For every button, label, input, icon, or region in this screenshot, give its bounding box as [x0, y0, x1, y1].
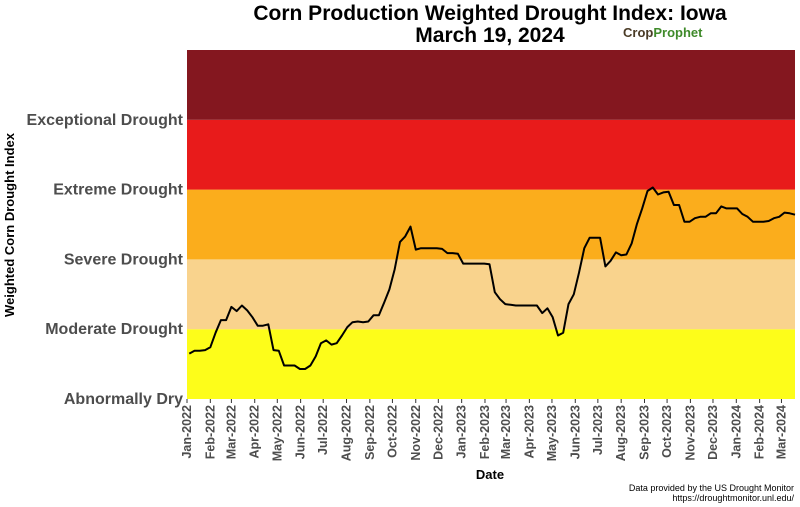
x-tick-label: Nov-2022	[409, 405, 423, 461]
band-label-moderate-drought: Moderate Drought	[45, 321, 183, 338]
drought-bands	[187, 50, 795, 399]
x-tick-label: Dec-2023	[706, 405, 720, 460]
x-tick-label: Jun-2023	[568, 405, 582, 459]
x-tick-label: May-2023	[545, 405, 559, 461]
x-tick-label: Oct-2022	[385, 405, 399, 458]
chart-title: Corn Production Weighted Drought Index: …	[253, 2, 727, 25]
x-tick-label: Feb-2022	[203, 405, 217, 459]
source-line-1: Data provided by the US Drought Monitor	[629, 483, 794, 493]
band-label-severe-drought: Severe Drought	[64, 251, 184, 268]
band-exceptional-drought	[187, 50, 795, 120]
x-tick-label: Feb-2023	[478, 405, 492, 459]
drought-index-line	[188, 186, 796, 370]
x-tick-label: Jan-2022	[180, 405, 194, 459]
x-tick-label: Jul-2023	[591, 405, 605, 455]
svg-text:CropProphet: CropProphet	[623, 25, 703, 40]
band-abnormally-dry	[187, 329, 795, 399]
x-tick-label: Jun-2022	[294, 405, 308, 459]
cropprophet-logo: CropProphet	[623, 25, 703, 40]
x-tick-label: Jan-2024	[729, 405, 743, 459]
logo-text-part1: Crop	[623, 25, 653, 40]
x-tick-label: Mar-2022	[224, 405, 238, 459]
band-extreme-drought	[187, 119, 795, 190]
drought-level-labels: Abnormally Dry Moderate Drought Severe Dro…	[27, 112, 184, 408]
x-tick-label: Dec-2022	[431, 405, 445, 460]
band-label-extreme-drought: Extreme Drought	[53, 182, 183, 199]
x-axis-ticks: Jan-2022 Feb-2022 Mar-2022 Apr-2022 May-2022…	[180, 399, 788, 461]
x-tick-label: Aug-2023	[614, 405, 628, 461]
x-tick-label: Feb-2024	[753, 405, 767, 459]
x-tick-label: Mar-2024	[774, 405, 788, 459]
y-axis-title: Weighted Corn Drought Index	[2, 132, 17, 317]
x-tick-label: Oct-2023	[660, 405, 674, 458]
x-tick-label: Jul-2022	[316, 405, 330, 455]
x-tick-label: Sep-2023	[638, 405, 652, 460]
band-label-abnormally-dry: Abnormally Dry	[64, 391, 183, 408]
band-label-exceptional-drought: Exceptional Drought	[27, 112, 184, 129]
x-tick-label: May-2022	[270, 405, 284, 461]
band-severe-drought	[187, 189, 795, 260]
x-tick-label: Nov-2023	[683, 405, 697, 461]
chart-subtitle: March 19, 2024	[415, 24, 565, 47]
x-tick-label: Mar-2023	[499, 405, 513, 459]
x-axis-title: Date	[476, 467, 504, 482]
source-line-2: https://droughtmonitor.unl.edu/	[672, 493, 794, 503]
x-tick-label: Apr-2023	[522, 405, 536, 459]
x-tick-label: Aug-2022	[340, 405, 354, 461]
x-tick-label: Jan-2023	[455, 405, 469, 459]
x-tick-label: Apr-2022	[248, 405, 262, 459]
logo-text-part2: Prophet	[653, 25, 703, 40]
x-tick-label: Sep-2022	[363, 405, 377, 460]
